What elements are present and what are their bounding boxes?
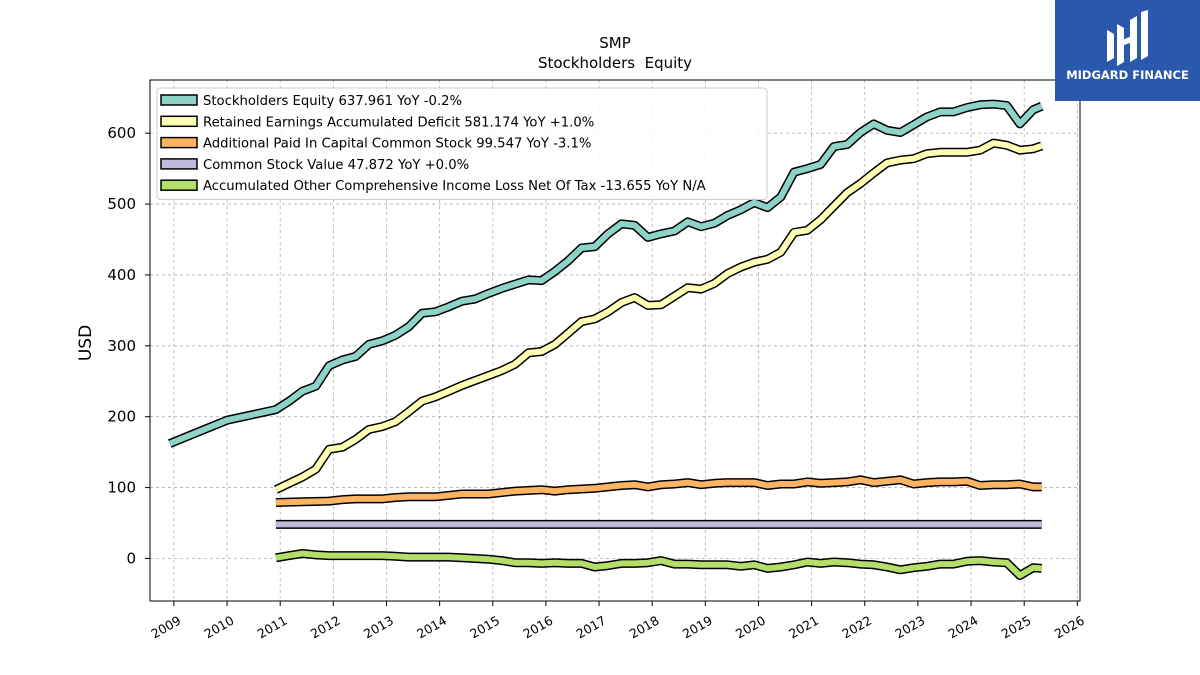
series-lines bbox=[168, 99, 1044, 580]
x-tick-label: 2014 bbox=[414, 613, 449, 642]
y-tick-label: 0 bbox=[126, 549, 136, 567]
x-tick-label: 2018 bbox=[627, 613, 662, 642]
x-tick-label: 2009 bbox=[148, 613, 183, 642]
legend-swatch bbox=[160, 94, 198, 106]
brand-logo: MIDGARD FINANCE bbox=[1055, 0, 1200, 101]
x-tick-label: 2011 bbox=[255, 613, 290, 642]
legend-label: Stockholders Equity 637.961 YoY -0.2% bbox=[203, 94, 462, 109]
legend: Stockholders Equity 637.961 YoY -0.2% Ret… bbox=[156, 87, 768, 200]
legend-swatch bbox=[160, 115, 198, 128]
x-tick-label: 2015 bbox=[467, 613, 502, 642]
series-line bbox=[275, 550, 1042, 579]
series-4 bbox=[275, 549, 1043, 580]
x-tick-label: 2025 bbox=[999, 613, 1034, 642]
legend-label: Common Stock Value 47.872 YoY +0.0% bbox=[203, 158, 469, 173]
x-tick-label: 2019 bbox=[680, 613, 715, 642]
x-tick-label: 2017 bbox=[574, 613, 609, 642]
legend-box bbox=[156, 87, 768, 200]
series-line bbox=[274, 140, 1043, 493]
legend-swatch bbox=[160, 136, 198, 149]
brand-name: MIDGARD FINANCE bbox=[1066, 68, 1189, 82]
legend-swatch bbox=[160, 179, 198, 191]
plot-frame bbox=[149, 79, 1081, 602]
series-line bbox=[168, 101, 1043, 447]
y-tick-label: 300 bbox=[107, 337, 136, 355]
y-axis-label: USD bbox=[76, 325, 96, 361]
x-tick-label: 2010 bbox=[202, 613, 237, 642]
y-tick-label: 600 bbox=[107, 124, 136, 142]
x-tick-label: 2026 bbox=[1052, 613, 1087, 642]
series-1 bbox=[273, 138, 1044, 494]
series-line bbox=[275, 476, 1042, 506]
series-0 bbox=[168, 99, 1044, 448]
chart-title: SMP bbox=[599, 34, 631, 52]
y-tick-label: 500 bbox=[107, 195, 136, 213]
y-tick-label: 200 bbox=[107, 408, 136, 426]
x-tick-label: 2016 bbox=[520, 613, 555, 642]
legend-label: Retained Earnings Accumulated Deficit 58… bbox=[203, 115, 594, 130]
x-tick-label: 2012 bbox=[308, 613, 343, 642]
y-tick-label: 100 bbox=[107, 479, 136, 497]
legend-label: Accumulated Other Comprehensive Income L… bbox=[203, 179, 706, 194]
series-2 bbox=[275, 475, 1042, 507]
x-tick-label: 2013 bbox=[361, 613, 396, 642]
x-tick-label: 2020 bbox=[733, 613, 768, 642]
x-tick-label: 2024 bbox=[946, 613, 981, 642]
chart-subtitle: Stockholders Equity bbox=[538, 54, 692, 72]
legend-swatch bbox=[160, 158, 198, 170]
brand-logo-icon bbox=[1107, 10, 1148, 66]
legend-label: Additional Paid In Capital Common Stock … bbox=[203, 137, 591, 152]
x-tick-label: 2022 bbox=[839, 613, 874, 642]
x-tick-label: 2023 bbox=[892, 613, 927, 642]
x-tick-label: 2021 bbox=[786, 613, 821, 642]
y-tick-label: 400 bbox=[107, 266, 136, 284]
